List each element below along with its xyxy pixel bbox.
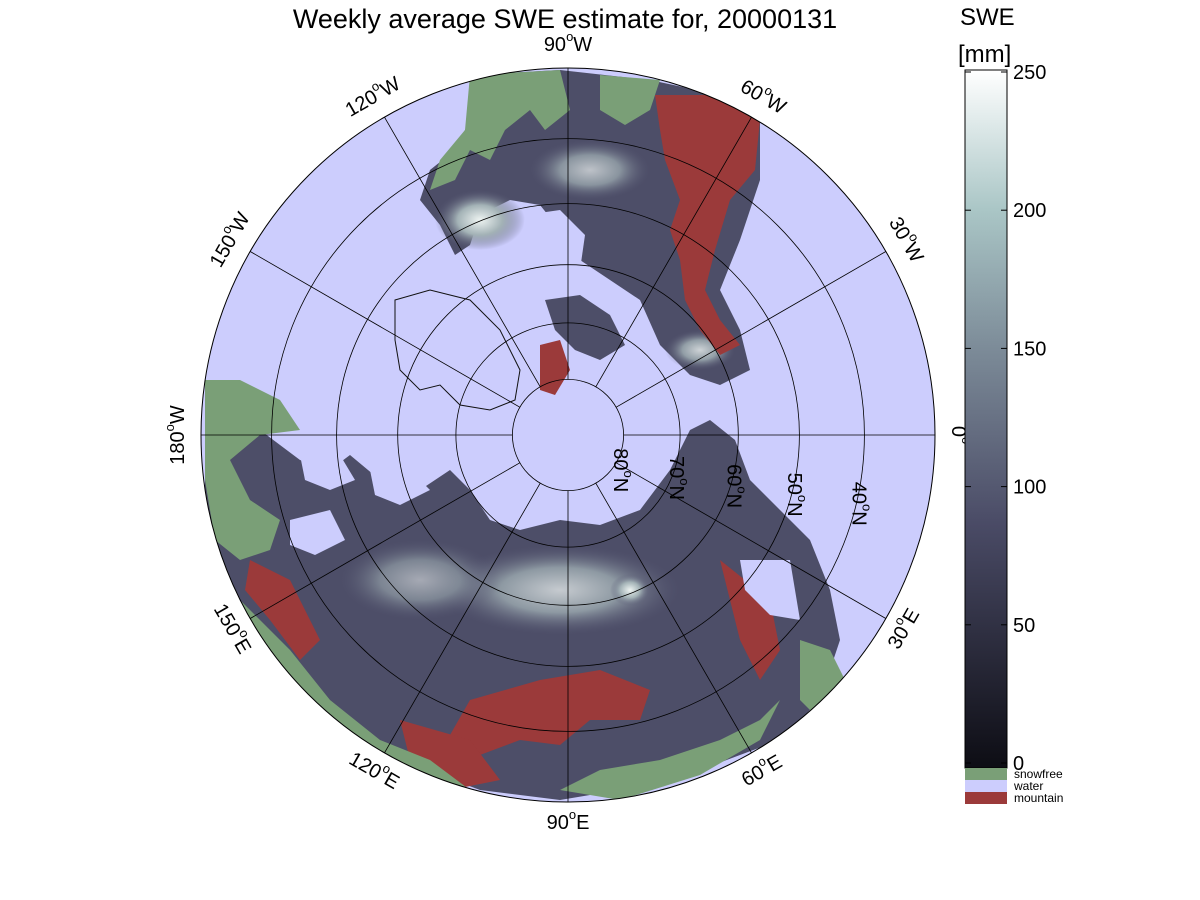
longitude-label: 60oW <box>736 72 791 119</box>
latitude-label: 60oN <box>722 464 749 508</box>
colorbar-gradient <box>964 69 1008 769</box>
snowfree-land <box>430 70 570 190</box>
map-border <box>200 67 936 803</box>
latitude-label: 50oN <box>783 473 810 517</box>
colorbar-heading: SWE <box>960 4 1015 31</box>
graticule <box>201 68 935 802</box>
snow-glow <box>440 545 680 635</box>
greenland <box>394 289 521 411</box>
colorbar-tick-label: 0 <box>1013 753 1024 775</box>
meridian-line <box>615 462 887 619</box>
meridian-line <box>384 482 541 754</box>
legend-swatch <box>965 780 1007 792</box>
hudson-bay <box>522 210 585 285</box>
colorbar: SWE [mm] 0 50 100 150 200 250 snowfreewatermo… <box>958 4 1063 805</box>
meridian-line <box>249 251 521 408</box>
latitude-label: 70oN <box>665 456 692 500</box>
arctic-islands <box>545 295 625 360</box>
colorbar-tick-label: 50 <box>1013 615 1035 637</box>
snowfree-land <box>560 700 780 800</box>
snow-glow <box>435 190 525 250</box>
mountain-region <box>655 95 760 355</box>
latitude-label: 80oN <box>609 448 636 492</box>
longitude-label: 90oE <box>547 807 590 834</box>
meridian-line <box>595 482 752 754</box>
legend-swatch <box>965 792 1007 804</box>
snow-glow <box>530 140 650 200</box>
colorbar-tick-label: 200 <box>1013 200 1046 222</box>
latitude-label: 40oN <box>847 482 874 526</box>
mountain-region <box>540 340 570 395</box>
legend-swatch <box>965 768 1007 780</box>
legend-label: water <box>1013 779 1043 793</box>
colorbar-tick-label: 150 <box>1013 338 1046 360</box>
snow-glow <box>340 540 500 620</box>
map-title: Weekly average SWE estimate for, 2000013… <box>292 4 838 34</box>
colorbar-units: [mm] <box>958 41 1011 68</box>
snowfree-land <box>205 380 300 560</box>
longitude-label: 90oW <box>544 29 592 56</box>
colorbar-tick-label: 250 <box>1013 62 1046 84</box>
legend-label: snowfree <box>1014 767 1063 781</box>
meridian-line <box>384 116 541 388</box>
polar-map <box>201 68 935 802</box>
meridian-line <box>249 462 521 619</box>
mountain-region <box>245 560 320 660</box>
snowfree-land <box>600 75 660 125</box>
mountain-region <box>720 560 780 680</box>
colorbar-tick-label: 100 <box>1013 477 1046 499</box>
snow-glow <box>610 574 650 606</box>
longitude-label: 30oW <box>884 211 931 266</box>
meridian-line <box>595 116 752 388</box>
mountain-region <box>450 670 650 755</box>
caspian-sea <box>370 470 430 505</box>
legend-label: mountain <box>1014 791 1063 805</box>
sea-of-okhotsk <box>740 560 800 620</box>
black-sea <box>290 510 345 555</box>
latitude-labels: 80oN 70oN 60oN 50oN 40oN <box>609 448 874 525</box>
mountain-region <box>400 720 500 790</box>
colorbar-ticks: 0 50 100 150 200 250 <box>965 62 1046 775</box>
longitude-label: 180oW <box>162 405 189 465</box>
meridian-line <box>615 251 887 408</box>
